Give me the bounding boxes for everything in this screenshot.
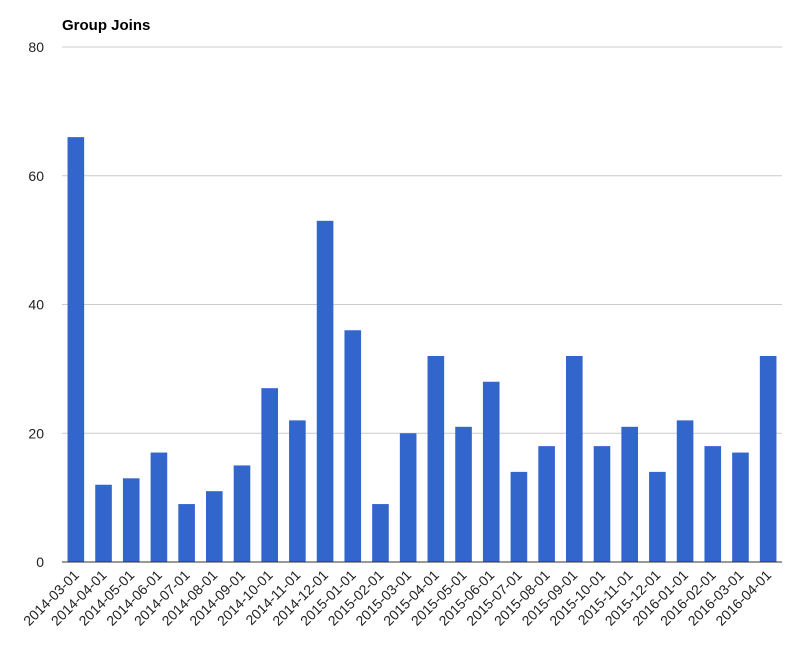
y-tick-label: 20 bbox=[28, 425, 44, 441]
bar[interactable] bbox=[649, 471, 666, 562]
bar[interactable] bbox=[233, 465, 251, 562]
bar[interactable] bbox=[538, 446, 555, 562]
bar[interactable] bbox=[676, 420, 694, 562]
y-tick-label: 60 bbox=[28, 168, 44, 184]
bar[interactable] bbox=[593, 446, 611, 562]
y-tick-label: 0 bbox=[36, 554, 44, 570]
bar[interactable] bbox=[427, 356, 445, 562]
bar[interactable] bbox=[344, 330, 362, 562]
bar[interactable] bbox=[178, 504, 195, 562]
bar[interactable] bbox=[150, 452, 168, 562]
y-axis-tick-labels: 0 20 40 60 80 bbox=[28, 39, 44, 570]
bar[interactable] bbox=[482, 381, 500, 562]
bar[interactable] bbox=[206, 491, 223, 562]
bar[interactable] bbox=[455, 426, 472, 562]
bar[interactable] bbox=[732, 452, 749, 562]
bar[interactable] bbox=[261, 388, 278, 562]
bar[interactable] bbox=[704, 446, 722, 562]
chart-title: Group Joins bbox=[62, 17, 151, 34]
bar[interactable] bbox=[95, 484, 112, 562]
bars bbox=[67, 137, 777, 562]
bar[interactable] bbox=[399, 433, 417, 562]
x-axis-tick-labels: 2014-03-012014-04-012014-05-012014-06-01… bbox=[20, 567, 774, 629]
bar[interactable] bbox=[759, 356, 777, 562]
bar[interactable] bbox=[510, 471, 528, 562]
bar[interactable] bbox=[566, 356, 583, 562]
gridlines bbox=[62, 46, 782, 434]
bar[interactable] bbox=[122, 478, 140, 562]
y-tick-label: 40 bbox=[28, 297, 44, 313]
bar[interactable] bbox=[621, 426, 638, 562]
bar[interactable] bbox=[316, 220, 334, 562]
bar[interactable] bbox=[67, 137, 85, 562]
bar[interactable] bbox=[372, 504, 389, 562]
bar[interactable] bbox=[289, 420, 306, 562]
y-tick-label: 80 bbox=[28, 39, 44, 55]
